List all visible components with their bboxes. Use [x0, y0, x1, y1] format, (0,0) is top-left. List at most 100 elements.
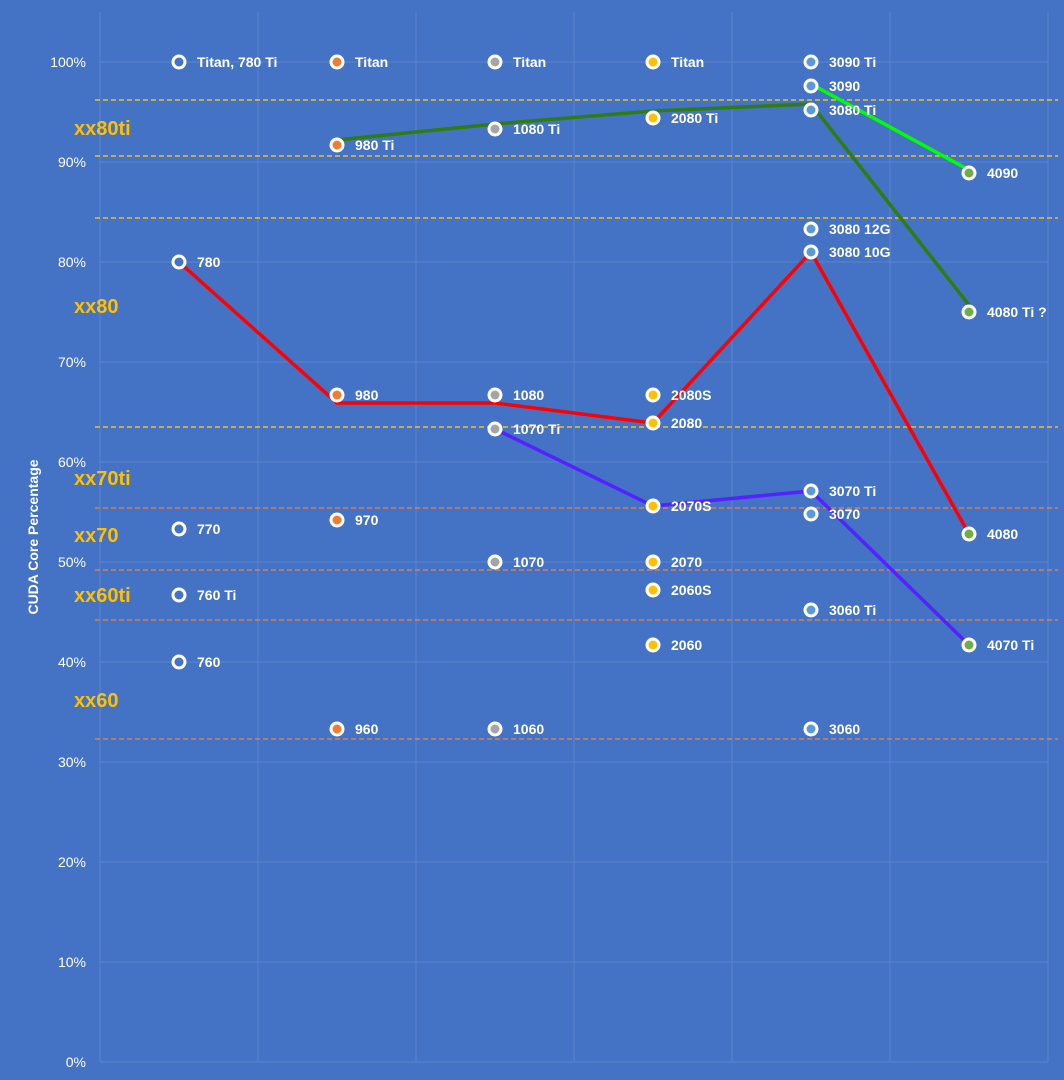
data-point [171, 54, 187, 70]
data-point [171, 521, 187, 537]
data-label: 2080S [671, 387, 711, 403]
data-label: 960 [355, 721, 379, 737]
data-label: 780 [197, 254, 221, 270]
data-point [487, 387, 503, 403]
series-line [810, 82, 970, 172]
y-tick-label: 30% [58, 754, 86, 770]
data-label: 980 Ti [355, 137, 394, 153]
y-tick-label: 40% [58, 654, 86, 670]
data-label: 1070 [513, 554, 544, 570]
data-point [961, 304, 977, 320]
data-label: 770 [197, 521, 221, 537]
band-label: xx70ti [74, 468, 131, 490]
series-line [336, 102, 971, 307]
data-label: 4080 [987, 526, 1018, 542]
data-point [329, 54, 345, 70]
data-label: 2080 Ti [671, 110, 718, 126]
band-labels: xx80ti xx80 xx70ti xx70 xx60ti xx60 [74, 118, 131, 712]
data-label: 3060 [829, 721, 860, 737]
data-label: 760 Ti [197, 587, 236, 603]
data-label: 3080 10G [829, 244, 891, 260]
data-label: Titan, 780 Ti [197, 54, 277, 70]
data-point [803, 221, 819, 237]
data-point [803, 602, 819, 618]
y-tick-label: 60% [58, 454, 86, 470]
data-point [487, 121, 503, 137]
data-point [329, 721, 345, 737]
band-label: xx60ti [74, 585, 131, 607]
data-label: 1080 [513, 387, 544, 403]
y-tick-label: 90% [58, 154, 86, 170]
band-label: xx80 [74, 296, 119, 318]
y-axis-label: CUDA Core Percentage [25, 459, 41, 614]
data-point [961, 637, 977, 653]
grid [99, 12, 1049, 1063]
series-line [177, 249, 971, 535]
data-label: 3090 [829, 78, 860, 94]
data-point [487, 421, 503, 437]
data-label: 1070 Ti [513, 421, 560, 437]
y-ticks: 0% 10% 20% 30% 40% 50% 60% 70% 80% 90% 100% [50, 54, 86, 1070]
y-tick-label: 80% [58, 254, 86, 270]
y-tick-label: 10% [58, 954, 86, 970]
band-label: xx60 [74, 690, 119, 712]
data-point [645, 387, 661, 403]
data-point [645, 498, 661, 514]
data-label: 4070 Ti [987, 637, 1034, 653]
data-point [329, 512, 345, 528]
data-point [961, 165, 977, 181]
data-label: 4090 [987, 165, 1018, 181]
data-point [803, 244, 819, 260]
data-label: 2080 [671, 415, 702, 431]
data-point [171, 654, 187, 670]
y-tick-label: 20% [58, 854, 86, 870]
data-label: 970 [355, 512, 379, 528]
data-label: Titan [671, 54, 704, 70]
data-label: 3090 Ti [829, 54, 876, 70]
data-label: 2070S [671, 498, 711, 514]
data-label: 2070 [671, 554, 702, 570]
data-point [487, 554, 503, 570]
data-label: 3080 12G [829, 221, 891, 237]
band-label: xx70 [74, 525, 119, 547]
data-label: 1080 Ti [513, 121, 560, 137]
data-point [171, 587, 187, 603]
data-label: 2060 [671, 637, 702, 653]
data-label: 3060 Ti [829, 602, 876, 618]
data-point [487, 54, 503, 70]
data-point [645, 415, 661, 431]
data-point [803, 506, 819, 522]
data-point [645, 637, 661, 653]
y-tick-label: 100% [50, 54, 86, 70]
data-point [487, 721, 503, 737]
data-point [645, 54, 661, 70]
data-point [171, 254, 187, 270]
data-label: Titan [513, 54, 546, 70]
series-line [494, 427, 971, 647]
data-point [645, 554, 661, 570]
y-tick-label: 0% [66, 1054, 86, 1070]
data-point [645, 582, 661, 598]
data-point [961, 526, 977, 542]
threshold-lines [95, 99, 1058, 740]
y-tick-label: 50% [58, 554, 86, 570]
data-label: 4080 Ti ? [987, 304, 1047, 320]
data-point [803, 102, 819, 118]
data-label: 3070 Ti [829, 483, 876, 499]
data-label: Titan [355, 54, 388, 70]
data-point [329, 387, 345, 403]
data-label: 760 [197, 654, 221, 670]
data-label: 980 [355, 387, 379, 403]
data-label: 1060 [513, 721, 544, 737]
data-label: 3080 Ti [829, 102, 876, 118]
data-point [803, 54, 819, 70]
data-point [803, 78, 819, 94]
data-label: 3070 [829, 506, 860, 522]
data-label: 2060S [671, 582, 711, 598]
data-points: Titan, 780 Ti 780 770 760 Ti 760 Titan 980 Ti 9… [171, 54, 1047, 737]
data-point [803, 483, 819, 499]
data-point [329, 137, 345, 153]
band-label: xx80ti [74, 118, 131, 140]
data-point [645, 110, 661, 126]
